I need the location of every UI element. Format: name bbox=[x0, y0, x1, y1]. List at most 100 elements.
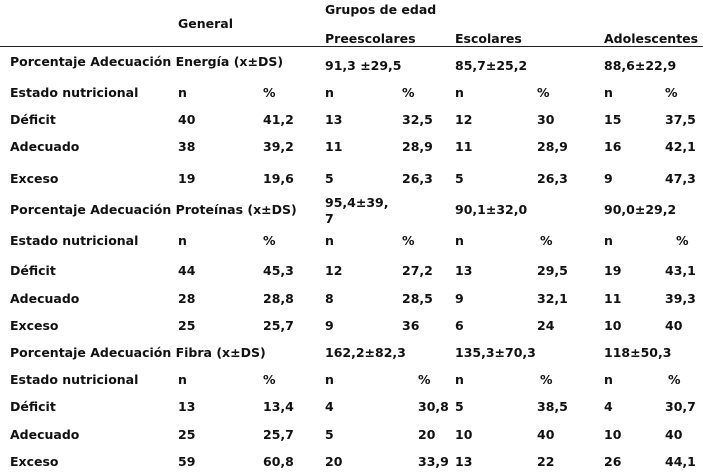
row-label: Adecuado bbox=[10, 139, 80, 154]
cell-general-pct: 39,2 bbox=[263, 139, 294, 154]
cell-ado-pct: 39,3 bbox=[665, 291, 696, 306]
row-label: Déficit bbox=[10, 399, 56, 414]
cell-esc-pct: 24 bbox=[537, 318, 555, 333]
cell-general-n: 25 bbox=[178, 427, 196, 442]
cell-pre-pct: 26,3 bbox=[402, 171, 433, 186]
fibra-col-n-pre: n bbox=[325, 372, 334, 387]
cell-esc-pct: 29,5 bbox=[537, 263, 568, 278]
cell-esc-n: 13 bbox=[455, 454, 473, 469]
cell-esc-n: 5 bbox=[455, 399, 464, 414]
proteinas-escolares-mean: 90,1±32,0 bbox=[455, 202, 528, 217]
energia-adolescentes-mean: 88,6±22,9 bbox=[604, 58, 677, 73]
fibra-escolares-mean: 135,3±70,3 bbox=[455, 345, 536, 360]
proteinas-col-pct-esc: % bbox=[540, 233, 553, 248]
cell-general-pct: 13,4 bbox=[263, 399, 294, 414]
cell-esc-n: 12 bbox=[455, 112, 473, 127]
cell-pre-n: 13 bbox=[325, 112, 343, 127]
cell-pre-n: 20 bbox=[325, 454, 343, 469]
cell-pre-pct: 32,5 bbox=[402, 112, 433, 127]
cell-ado-n: 16 bbox=[604, 139, 622, 154]
cell-general-pct: 25,7 bbox=[263, 427, 294, 442]
cell-pre-n: 4 bbox=[325, 399, 334, 414]
cell-esc-pct: 32,1 bbox=[537, 291, 568, 306]
cell-general-pct: 45,3 bbox=[263, 263, 294, 278]
cell-esc-n: 11 bbox=[455, 139, 473, 154]
cell-pre-n: 9 bbox=[325, 318, 334, 333]
energia-col-n-pre: n bbox=[325, 85, 334, 100]
cell-pre-pct: 20 bbox=[418, 427, 436, 442]
cell-ado-pct: 37,5 bbox=[665, 112, 696, 127]
cell-pre-pct: 27,2 bbox=[402, 263, 433, 278]
row-label: Déficit bbox=[10, 263, 56, 278]
cell-general-pct: 28,8 bbox=[263, 291, 294, 306]
cell-esc-n: 6 bbox=[455, 318, 464, 333]
fibra-col-pct-ado: % bbox=[668, 372, 681, 387]
cell-ado-pct: 44,1 bbox=[665, 454, 696, 469]
row-label: Adecuado bbox=[10, 427, 80, 442]
section-title-energia: Porcentaje Adecuación Energía (x±DS) bbox=[10, 54, 284, 69]
proteinas-col-estado: Estado nutricional bbox=[10, 233, 139, 248]
fibra-col-estado: Estado nutricional bbox=[10, 372, 139, 387]
energia-col-pct-ado: % bbox=[665, 85, 678, 100]
cell-general-n: 59 bbox=[178, 454, 196, 469]
cell-ado-n: 15 bbox=[604, 112, 622, 127]
cell-pre-pct: 28,5 bbox=[402, 291, 433, 306]
energia-col-pct-esc: % bbox=[537, 85, 550, 100]
cell-pre-pct: 36 bbox=[402, 318, 420, 333]
cell-general-pct: 25,7 bbox=[263, 318, 294, 333]
proteinas-col-n-esc: n bbox=[455, 233, 464, 248]
cell-general-pct: 60,8 bbox=[263, 454, 294, 469]
energia-col-estado: Estado nutricional bbox=[10, 85, 139, 100]
proteinas-col-n-pre: n bbox=[325, 233, 334, 248]
row-label: Exceso bbox=[10, 318, 59, 333]
cell-general-pct: 19,6 bbox=[263, 171, 294, 186]
row-label: Déficit bbox=[10, 112, 56, 127]
energia-col-n-esc: n bbox=[455, 85, 464, 100]
cell-pre-pct: 33,9 bbox=[418, 454, 449, 469]
cell-ado-pct: 40 bbox=[665, 427, 683, 442]
cell-general-n: 28 bbox=[178, 291, 196, 306]
cell-esc-n: 10 bbox=[455, 427, 473, 442]
cell-general-n: 44 bbox=[178, 263, 196, 278]
header-general: General bbox=[178, 16, 233, 31]
cell-ado-n: 26 bbox=[604, 454, 622, 469]
cell-pre-pct: 28,9 bbox=[402, 139, 433, 154]
fibra-col-pct-pre: % bbox=[418, 372, 431, 387]
cell-general-n: 38 bbox=[178, 139, 196, 154]
energia-col-pct-pre: % bbox=[402, 85, 415, 100]
cell-esc-pct: 28,9 bbox=[537, 139, 568, 154]
energia-escolares-mean: 85,7±25,2 bbox=[455, 58, 528, 73]
proteinas-col-pct-ado: % bbox=[676, 233, 689, 248]
fibra-preescolares-mean: 162,2±82,3 bbox=[325, 345, 406, 360]
header-preescolares: Preescolares bbox=[325, 31, 416, 46]
energia-preescolares-mean: 91,3 ±29,5 bbox=[325, 58, 402, 73]
energia-col-n-ado: n bbox=[604, 85, 613, 100]
energia-col-pct-general: % bbox=[263, 85, 276, 100]
cell-pre-n: 12 bbox=[325, 263, 343, 278]
cell-general-n: 13 bbox=[178, 399, 196, 414]
cell-ado-n: 9 bbox=[604, 171, 613, 186]
cell-general-pct: 41,2 bbox=[263, 112, 294, 127]
cell-general-n: 25 bbox=[178, 318, 196, 333]
cell-esc-pct: 40 bbox=[537, 427, 555, 442]
cell-esc-n: 5 bbox=[455, 171, 464, 186]
cell-general-n: 40 bbox=[178, 112, 196, 127]
cell-pre-n: 5 bbox=[325, 427, 334, 442]
cell-ado-n: 4 bbox=[604, 399, 613, 414]
fibra-col-pct-esc: % bbox=[540, 372, 553, 387]
proteinas-adolescentes-mean: 90,0±29,2 bbox=[604, 202, 677, 217]
fibra-col-n-general: n bbox=[178, 372, 187, 387]
cell-ado-n: 19 bbox=[604, 263, 622, 278]
cell-pre-pct: 30,8 bbox=[418, 399, 449, 414]
energia-col-n-general: n bbox=[178, 85, 187, 100]
proteinas-col-pct-general: % bbox=[263, 233, 276, 248]
proteinas-preescolares-mean-line1: 95,4±39, bbox=[325, 195, 389, 210]
fibra-adolescentes-mean: 118±50,3 bbox=[604, 345, 672, 360]
proteinas-col-pct-pre: % bbox=[402, 233, 415, 248]
cell-general-n: 19 bbox=[178, 171, 196, 186]
cell-esc-pct: 38,5 bbox=[537, 399, 568, 414]
proteinas-col-n-ado: n bbox=[604, 233, 613, 248]
section-title-fibra: Porcentaje Adecuación Fibra (x±DS) bbox=[10, 345, 266, 360]
cell-esc-pct: 22 bbox=[537, 454, 555, 469]
proteinas-preescolares-mean-line2: 7 bbox=[325, 211, 334, 226]
